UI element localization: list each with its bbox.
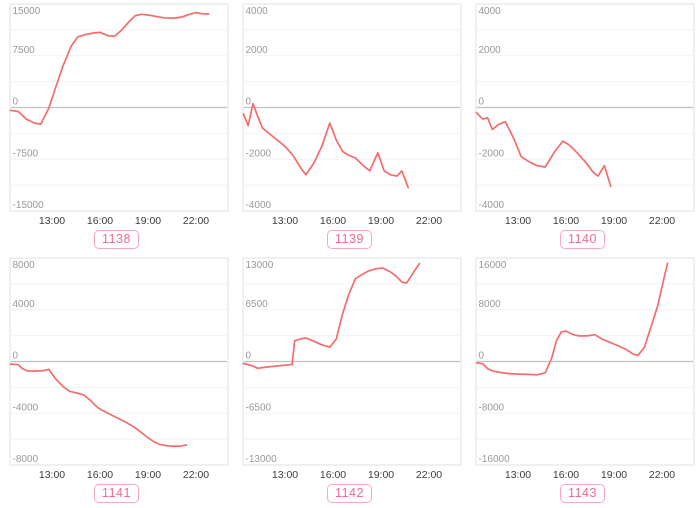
y-tick-label: 15000 [13,6,41,17]
y-tick-label: -4000 [13,402,39,413]
x-tick-label: 19:00 [135,215,161,227]
chart-cell-1138: 15000 7500 0 -7500 -15000 13:00 16:00 19:00 22:0… [0,0,233,254]
y-tick-label: -7500 [13,148,39,159]
y-tick-label: 2000 [479,45,502,56]
y-tick-label: 4000 [246,6,269,17]
y-tick-label: 7500 [13,45,36,56]
y-tick-label: 4000 [479,6,502,17]
x-tick-label: 22:00 [649,469,675,481]
y-tick-label: -15000 [13,200,45,211]
series-line [475,262,669,376]
x-tick-label: 16:00 [553,469,579,481]
y-tick-label: -4000 [479,200,505,211]
y-tick-label: 0 [13,351,19,362]
x-tick-label: 19:00 [601,469,627,481]
x-tick-label: 16:00 [553,215,579,227]
badge-row: 1142 [233,484,466,508]
x-tick-label: 22:00 [183,215,209,227]
chart-cell-1143: 16000 8000 0 -8000 -16000 13:00 16:00 19:00 22:0… [466,254,699,508]
y-tick-label: -16000 [479,454,511,465]
y-tick-label: 4000 [13,299,36,310]
y-tick-label: 8000 [479,299,502,310]
series-line [9,363,188,448]
x-tick-label: 13:00 [505,215,531,227]
y-tick-label: 0 [246,351,252,362]
x-tick-label: 19:00 [368,469,394,481]
y-tick-label: -4000 [246,200,272,211]
x-tick-label: 19:00 [368,215,394,227]
badge-row: 1139 [233,230,466,254]
series-line [9,11,210,125]
series-line [475,111,612,188]
chart-id-badge[interactable]: 1142 [327,484,372,503]
y-tick-label: 13000 [246,260,274,271]
chart-id-badge[interactable]: 1139 [327,230,372,249]
chart-cell-1142: 13000 6500 0 -6500 -13000 13:00 16:00 19:00 22:0… [233,254,466,508]
badge-row: 1143 [466,484,699,508]
x-tick-label: 13:00 [39,215,65,227]
series-line [242,262,421,370]
chart-cell-1140: 4000 2000 0 -2000 -4000 13:00 16:00 19:00 22:00 … [466,0,699,254]
y-tick-label: -8000 [13,454,39,465]
line-chart[interactable]: 16000 8000 0 -8000 -16000 13:00 16:00 19:00 22:0… [466,257,699,484]
chart-id-badge[interactable]: 1141 [94,484,139,503]
line-chart[interactable]: 13000 6500 0 -6500 -13000 13:00 16:00 19:00 22:0… [233,257,466,484]
x-tick-label: 16:00 [320,469,346,481]
line-chart[interactable]: 15000 7500 0 -7500 -15000 13:00 16:00 19:00 22:0… [0,3,233,230]
y-tick-label: 0 [479,351,485,362]
x-tick-label: 16:00 [87,215,113,227]
chart-id-badge[interactable]: 1138 [94,230,139,249]
x-tick-label: 13:00 [505,469,531,481]
badge-row: 1141 [0,484,233,508]
badge-row: 1138 [0,230,233,254]
x-tick-label: 16:00 [87,469,113,481]
chart-cell-1139: 4000 2000 0 -2000 -4000 13:00 16:00 19:00 22:00 … [233,0,466,254]
x-tick-label: 22:00 [416,469,442,481]
y-tick-label: 0 [13,97,19,108]
series-line [242,102,410,189]
chart-id-badge[interactable]: 1140 [560,230,605,249]
x-tick-label: 22:00 [649,215,675,227]
x-tick-label: 19:00 [601,215,627,227]
y-tick-label: -6500 [246,402,272,413]
y-tick-label: 16000 [479,260,507,271]
y-tick-label: 8000 [13,260,36,271]
y-tick-label: -8000 [479,402,505,413]
y-tick-label: 0 [246,97,252,108]
x-tick-label: 22:00 [183,469,209,481]
y-tick-label: 0 [479,97,485,108]
x-tick-label: 16:00 [320,215,346,227]
y-tick-label: 2000 [246,45,269,56]
x-tick-label: 19:00 [135,469,161,481]
y-tick-label: -13000 [246,454,278,465]
chart-id-badge[interactable]: 1143 [560,484,605,503]
x-tick-label: 22:00 [416,215,442,227]
x-tick-label: 13:00 [272,215,298,227]
x-tick-label: 13:00 [39,469,65,481]
chart-cell-1141: 8000 4000 0 -4000 -8000 13:00 16:00 19:00 22:00 … [0,254,233,508]
y-tick-label: -2000 [246,148,272,159]
badge-row: 1140 [466,230,699,254]
y-tick-label: -2000 [479,148,505,159]
x-tick-label: 13:00 [272,469,298,481]
y-tick-label: 6500 [246,299,269,310]
